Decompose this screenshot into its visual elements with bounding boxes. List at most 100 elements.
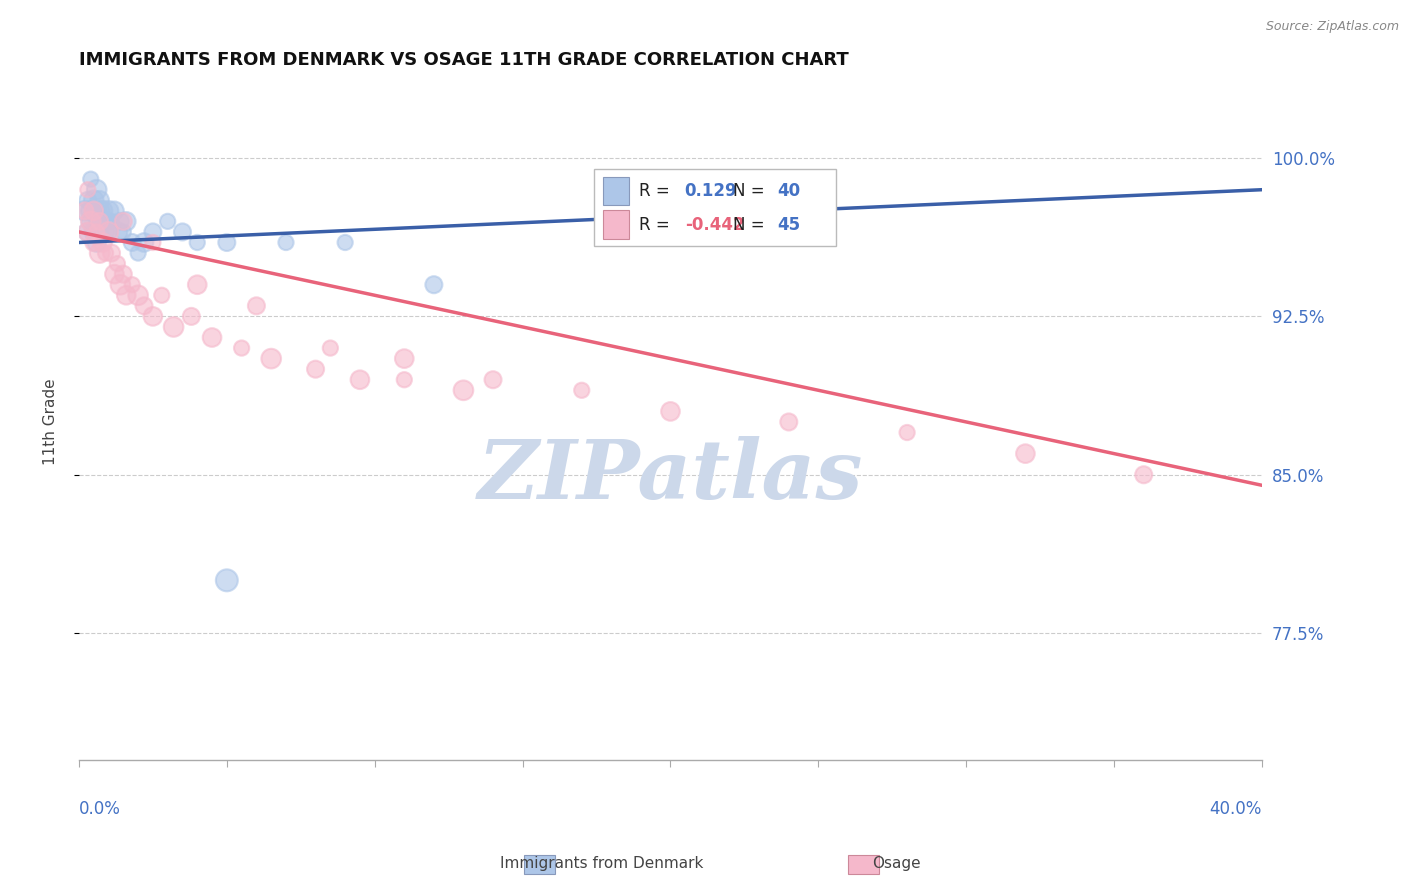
Point [76,194,98,208]
Point [142,310,165,324]
Text: Immigrants from Denmark: Immigrants from Denmark [499,856,703,871]
Point [94,225,117,239]
Point [394,351,416,366]
Point [172,225,194,239]
Point [201,330,224,344]
Point [121,277,143,292]
Text: Source: ZipAtlas.com: Source: ZipAtlas.com [1265,20,1399,33]
Point [245,299,267,313]
Point [91,203,114,218]
FancyBboxPatch shape [603,177,628,205]
Point [86,214,108,228]
Point [112,267,135,281]
Point [76,183,98,197]
Point [215,574,238,588]
Point [80,214,103,228]
Text: Osage: Osage [872,856,921,871]
Text: 40: 40 [778,182,800,200]
Text: 0.129: 0.129 [685,182,737,200]
Point [73,203,96,218]
Point [83,225,105,239]
Point [115,288,138,302]
Point [482,373,505,387]
Point [115,214,138,228]
Point [83,203,105,218]
Point [97,225,120,239]
Y-axis label: 11th Grade: 11th Grade [44,379,58,466]
Point [180,310,202,324]
Point [83,194,105,208]
Point [97,225,120,239]
Point [110,277,132,292]
Point [260,351,283,366]
Text: 0.0%: 0.0% [79,800,121,818]
Point [162,320,184,334]
Point [333,235,356,250]
Point [86,183,108,197]
Point [1132,467,1154,482]
Point [73,203,96,218]
Point [103,203,125,218]
Point [76,225,98,239]
Point [91,235,114,250]
Point [121,235,143,250]
Point [127,288,149,302]
Point [186,277,208,292]
FancyBboxPatch shape [593,169,837,246]
Point [83,235,105,250]
Text: R =: R = [638,182,669,200]
Point [89,203,111,218]
Text: IMMIGRANTS FROM DENMARK VS OSAGE 11TH GRADE CORRELATION CHART: IMMIGRANTS FROM DENMARK VS OSAGE 11TH GR… [79,51,849,69]
Text: 45: 45 [778,216,800,234]
Point [91,214,114,228]
Point [94,246,117,260]
Point [896,425,918,440]
Point [80,203,103,218]
Text: 40.0%: 40.0% [1209,800,1263,818]
Point [142,235,165,250]
Point [107,225,129,239]
Point [112,214,135,228]
Point [89,194,111,208]
Point [100,214,122,228]
Text: N =: N = [733,216,765,234]
Point [103,267,125,281]
Point [89,246,111,260]
Point [86,225,108,239]
Point [304,362,326,376]
Point [319,341,342,355]
Point [100,246,122,260]
Point [274,235,297,250]
Point [83,203,105,218]
Point [86,203,108,218]
Point [89,225,111,239]
Text: -0.442: -0.442 [685,216,744,234]
FancyBboxPatch shape [603,211,628,239]
Point [76,225,98,239]
Point [132,299,155,313]
Point [231,341,253,355]
Point [86,235,108,250]
Point [571,384,593,398]
Point [94,214,117,228]
Text: R =: R = [638,216,669,234]
Point [89,214,111,228]
Text: ZIPatlas: ZIPatlas [478,436,863,516]
Point [127,246,149,260]
Point [97,203,120,218]
Text: N =: N = [733,182,765,200]
Point [659,404,682,418]
Point [349,373,371,387]
Point [778,415,800,429]
Point [186,235,208,250]
Point [453,384,475,398]
Point [1014,447,1036,461]
Point [112,225,135,239]
Point [394,373,416,387]
Point [110,214,132,228]
Point [150,288,173,302]
Point [142,225,165,239]
Point [156,214,179,228]
Point [423,277,446,292]
Point [80,214,103,228]
